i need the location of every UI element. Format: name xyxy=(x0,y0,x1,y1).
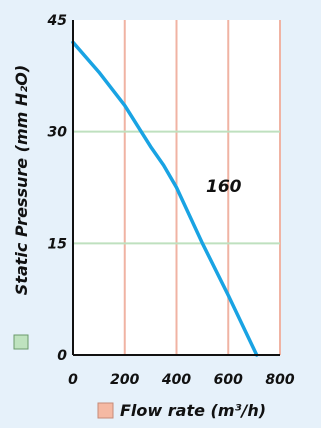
y-tick-label: 45 xyxy=(47,13,68,29)
x-tick-label: 0 xyxy=(68,372,78,388)
y-tick-label: 30 xyxy=(48,125,68,141)
y-axis-label: Static Pressure (mm H₂O) xyxy=(12,65,31,295)
y-tick-labels: 0 15 30 45 xyxy=(47,13,68,364)
series-group: 160 xyxy=(71,40,259,357)
y-legend-swatch xyxy=(13,334,29,350)
series-label: 160 xyxy=(206,177,242,197)
x-tick-labels: 0 200 400 600 800 xyxy=(68,372,295,388)
x-tick-label: 400 xyxy=(161,372,191,388)
x-legend-swatch xyxy=(97,402,114,419)
y-tick-label: 15 xyxy=(48,236,68,252)
x-tick-label: 200 xyxy=(110,372,139,388)
y-gridlines xyxy=(73,130,280,245)
y-tick-label: 0 xyxy=(57,348,67,364)
x-tick-label: 800 xyxy=(265,372,294,388)
x-axis-label: Flow rate (m³/h) xyxy=(120,401,266,420)
series-line xyxy=(71,40,259,357)
x-tick-label: 600 xyxy=(214,372,243,388)
